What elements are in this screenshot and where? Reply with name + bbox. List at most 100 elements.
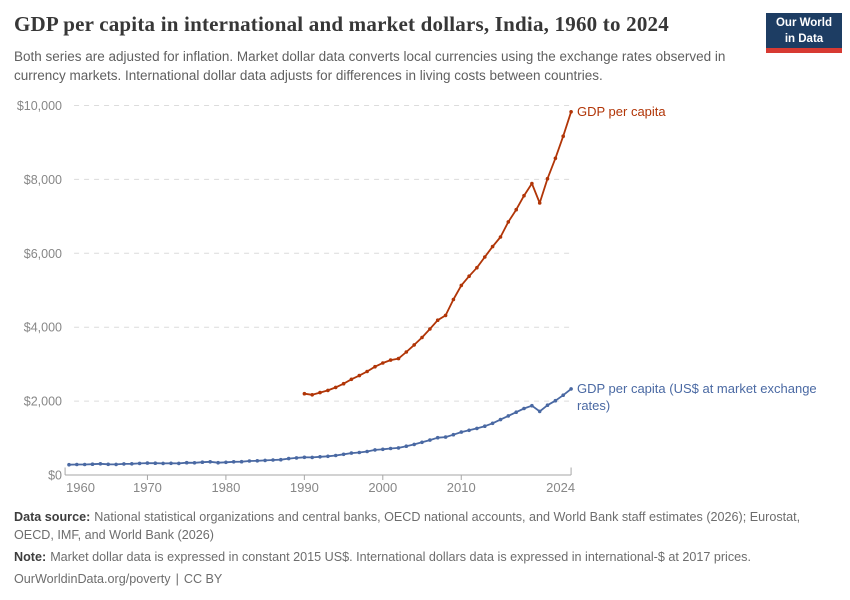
series-label[interactable]: GDP per capita (US$ at market exchange (577, 381, 817, 396)
data-point[interactable] (451, 297, 456, 302)
data-point[interactable] (381, 447, 385, 452)
data-point[interactable] (90, 462, 95, 467)
data-point[interactable] (420, 440, 424, 445)
data-point[interactable] (224, 460, 228, 465)
data-point[interactable] (333, 453, 338, 458)
data-point[interactable] (349, 451, 354, 455)
data-point[interactable] (537, 409, 542, 414)
data-point[interactable] (530, 181, 534, 186)
data-point[interactable] (475, 426, 479, 431)
data-point[interactable] (286, 456, 291, 461)
data-point[interactable] (247, 459, 252, 463)
data-point[interactable] (192, 461, 197, 465)
data-point[interactable] (412, 343, 417, 347)
data-point[interactable] (200, 460, 205, 465)
data-point[interactable] (451, 432, 456, 437)
series-line-market-dollars[interactable] (68, 388, 572, 466)
data-point[interactable] (130, 462, 134, 466)
data-point[interactable] (498, 235, 503, 239)
data-point[interactable] (459, 283, 464, 288)
data-point[interactable] (475, 265, 479, 270)
data-point[interactable] (514, 410, 518, 415)
data-point[interactable] (428, 438, 432, 442)
data-point[interactable] (341, 452, 346, 457)
data-point[interactable] (530, 403, 534, 408)
data-point[interactable] (373, 448, 377, 452)
data-point[interactable] (569, 387, 573, 391)
data-point[interactable] (483, 424, 487, 429)
data-point[interactable] (514, 207, 518, 212)
data-point[interactable] (153, 461, 158, 466)
data-point[interactable] (490, 244, 495, 249)
data-point[interactable] (553, 156, 558, 161)
data-point[interactable] (98, 462, 103, 466)
data-point[interactable] (302, 455, 307, 460)
data-point[interactable] (498, 417, 503, 422)
data-point[interactable] (569, 110, 573, 114)
data-point[interactable] (388, 446, 393, 451)
data-point[interactable] (506, 414, 511, 418)
data-point[interactable] (82, 462, 87, 467)
data-point[interactable] (231, 460, 236, 464)
data-point[interactable] (545, 403, 550, 408)
data-point[interactable] (467, 428, 471, 433)
data-point[interactable] (145, 461, 150, 465)
data-point[interactable] (177, 461, 181, 466)
data-point[interactable] (404, 350, 409, 354)
data-point[interactable] (561, 393, 565, 398)
footer-link-poverty[interactable]: OurWorldinData.org/poverty (14, 572, 171, 586)
data-point[interactable] (294, 456, 299, 460)
data-point[interactable] (184, 460, 189, 465)
data-point[interactable] (420, 335, 424, 340)
series-label[interactable]: GDP per capita (577, 104, 666, 119)
data-point[interactable] (122, 462, 126, 466)
data-point[interactable] (545, 176, 550, 181)
data-point[interactable] (381, 361, 385, 365)
data-point[interactable] (428, 327, 432, 331)
data-point[interactable] (310, 455, 315, 460)
license-cc-by[interactable]: CC BY (183, 572, 223, 586)
data-point[interactable] (169, 461, 173, 466)
data-point[interactable] (263, 458, 267, 463)
data-point[interactable] (326, 388, 330, 393)
data-point[interactable] (467, 274, 471, 279)
data-point[interactable] (302, 391, 307, 396)
data-point[interactable] (326, 454, 330, 459)
data-point[interactable] (506, 220, 511, 224)
data-point[interactable] (255, 459, 260, 463)
data-point[interactable] (318, 390, 322, 395)
data-point[interactable] (373, 364, 377, 369)
data-point[interactable] (483, 255, 487, 259)
data-point[interactable] (357, 450, 362, 455)
data-point[interactable] (357, 373, 362, 378)
data-point[interactable] (114, 462, 118, 467)
data-point[interactable] (365, 369, 369, 374)
data-point[interactable] (553, 398, 558, 403)
data-point[interactable] (279, 457, 283, 462)
owid-logo[interactable]: Our World in Data (766, 13, 842, 53)
data-point[interactable] (435, 318, 440, 323)
data-point[interactable] (561, 134, 565, 138)
data-point[interactable] (396, 446, 401, 450)
data-point[interactable] (161, 461, 165, 466)
data-point[interactable] (490, 421, 495, 426)
data-point[interactable] (67, 462, 71, 467)
data-point[interactable] (216, 460, 220, 465)
data-point[interactable] (365, 449, 369, 454)
data-point[interactable] (443, 435, 448, 439)
data-point[interactable] (310, 393, 315, 397)
data-point[interactable] (239, 459, 244, 464)
data-point[interactable] (341, 381, 346, 386)
series-label[interactable]: rates) (577, 398, 610, 413)
data-point[interactable] (435, 435, 440, 440)
data-point[interactable] (522, 406, 526, 411)
data-point[interactable] (208, 460, 212, 464)
data-point[interactable] (333, 385, 338, 390)
data-point[interactable] (137, 461, 142, 466)
data-point[interactable] (318, 455, 322, 459)
data-point[interactable] (412, 442, 417, 447)
data-point[interactable] (349, 377, 354, 382)
data-point[interactable] (388, 358, 393, 362)
data-point[interactable] (537, 201, 542, 205)
data-point[interactable] (106, 462, 110, 467)
